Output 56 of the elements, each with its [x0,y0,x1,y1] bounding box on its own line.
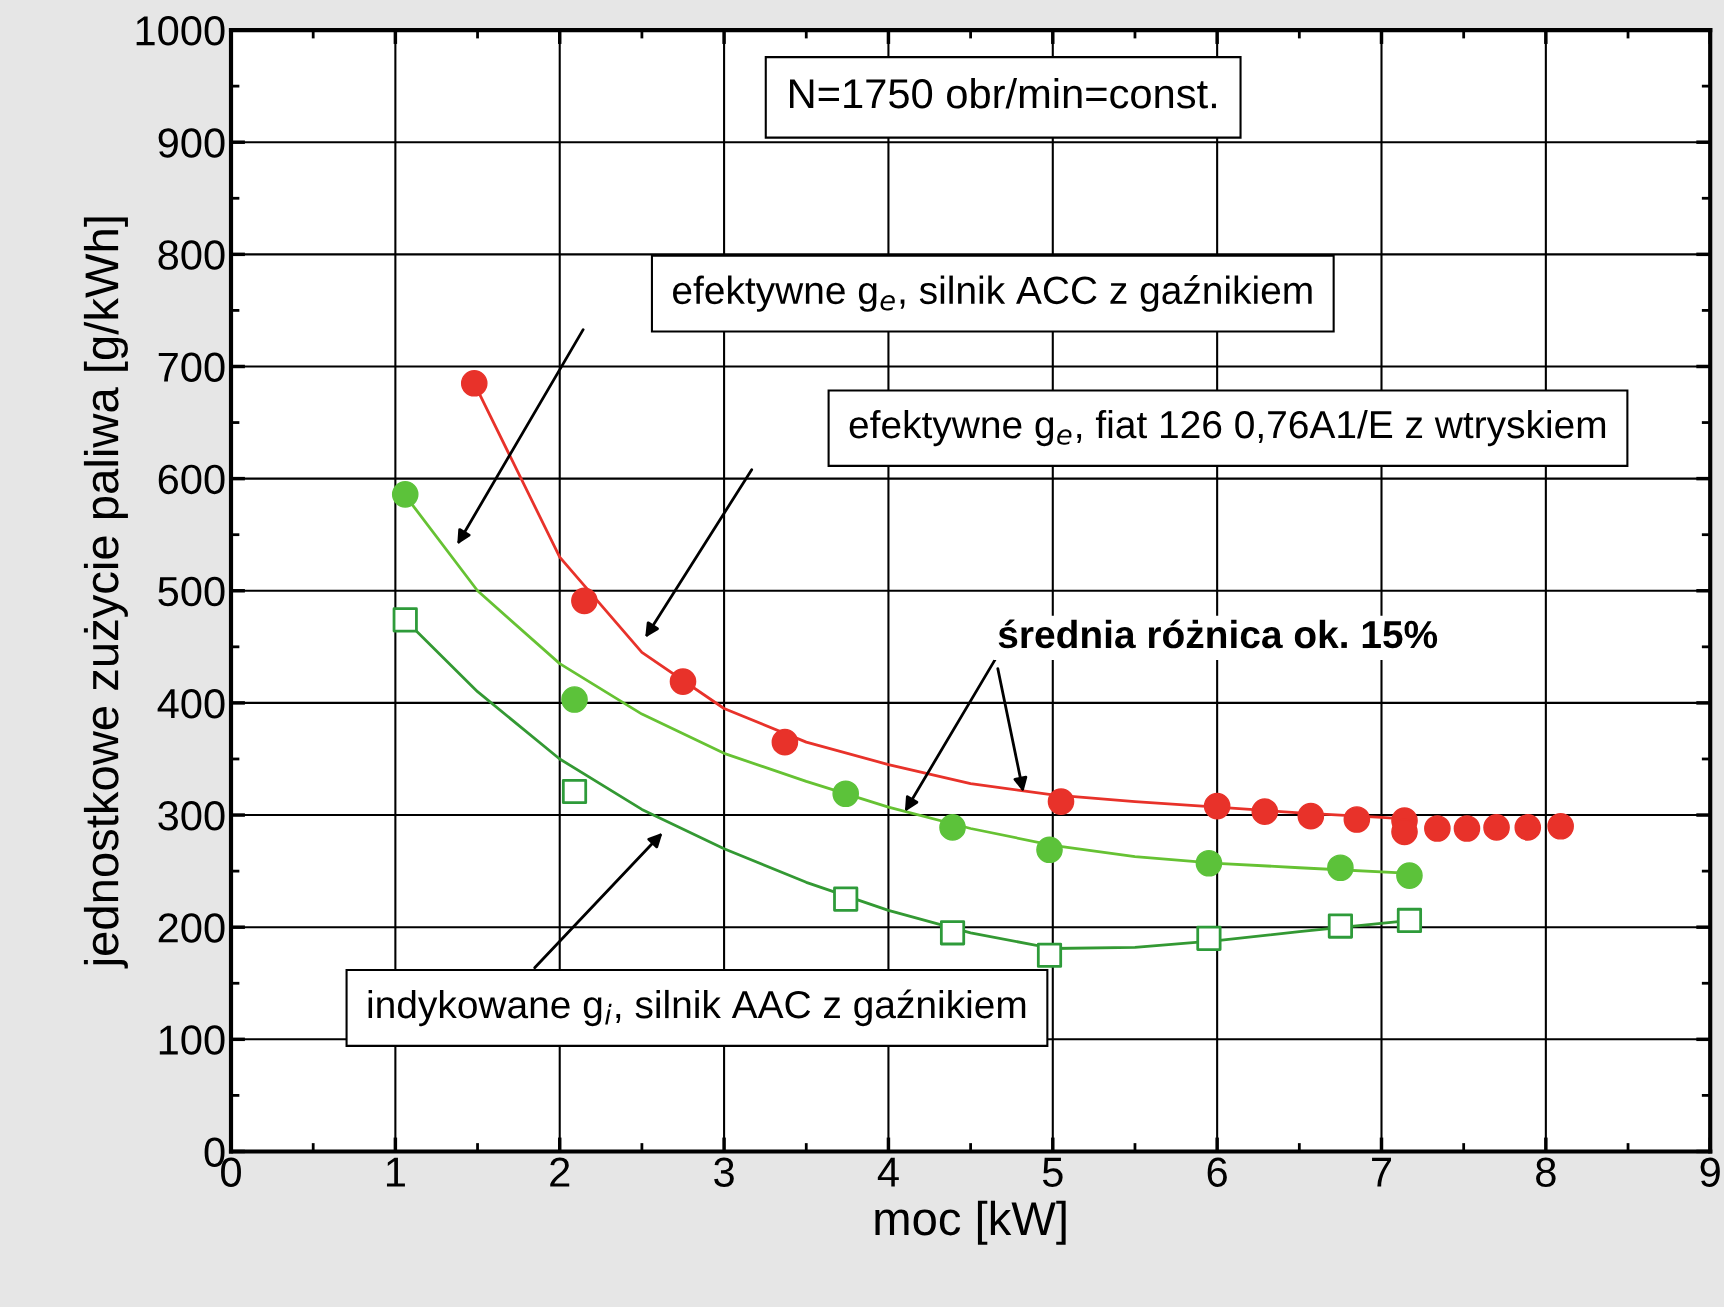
y-tick-label: 100 [159,1025,225,1055]
annotation: efektywne g$_{e}$, fiat 126 0,76A1/E z wtryskiem [849,409,1606,447]
point [832,780,860,808]
point [460,369,488,397]
point [571,587,598,615]
x-tick-label: 6 [1207,1157,1227,1187]
point [1483,814,1510,841]
point [1453,815,1481,842]
point [1251,798,1279,825]
x-tick-label: 3 [714,1157,734,1187]
y-tick-label: 300 [158,801,225,831]
point [561,686,588,713]
annotation: średnia różnica ok. 15% [998,619,1438,649]
point [1196,925,1222,951]
point [939,920,966,946]
y-tick-label: 700 [158,352,225,382]
x-tick-label: 4 [877,1157,899,1187]
point [771,728,799,756]
point [1327,913,1353,939]
point [1327,854,1354,882]
point [1514,814,1542,841]
x-axis-title: moc [kW] [875,1200,1066,1245]
point [1195,849,1223,877]
y-tick-label: 500 [158,576,225,607]
point [1047,788,1075,815]
x-tick-label: 5 [1042,1157,1063,1187]
point [1547,812,1574,840]
x-tick-label: 9 [1700,1157,1720,1187]
point [833,886,859,912]
point [391,481,419,508]
point [392,607,418,633]
y-tick-label: 600 [158,464,225,495]
point [1297,802,1325,830]
x-tick-label: 7 [1372,1157,1391,1187]
point [1036,942,1063,968]
x-tick-label: 1 [386,1157,405,1187]
point [1203,792,1231,820]
y-tick-label: 1000 [136,16,225,46]
x-tick-label: 8 [1536,1157,1556,1187]
point [1343,806,1371,833]
point [939,814,966,841]
point [561,778,588,805]
point [1396,862,1423,889]
point [1396,907,1423,934]
annotation: efektywne g$_{e}$, silnik ACC z gaźnikiem [673,275,1312,312]
annotation: indykowane g$_{i}$, silnik AAC z gaźnikiem [368,989,1026,1027]
annotation: N=1750 obr/min=const. [790,77,1216,109]
y-tick-label: 200 [158,913,225,943]
y-tick-label: 900 [158,128,225,158]
y-tick-label: 400 [157,688,225,719]
point [669,668,697,695]
x-tick-label: 2 [550,1157,570,1187]
point [1424,815,1451,842]
y-tick-label: 800 [158,240,225,270]
point [1036,836,1063,864]
y-axis-title: jednostkowe zużycie paliwa [g/kWh] [83,217,128,969]
